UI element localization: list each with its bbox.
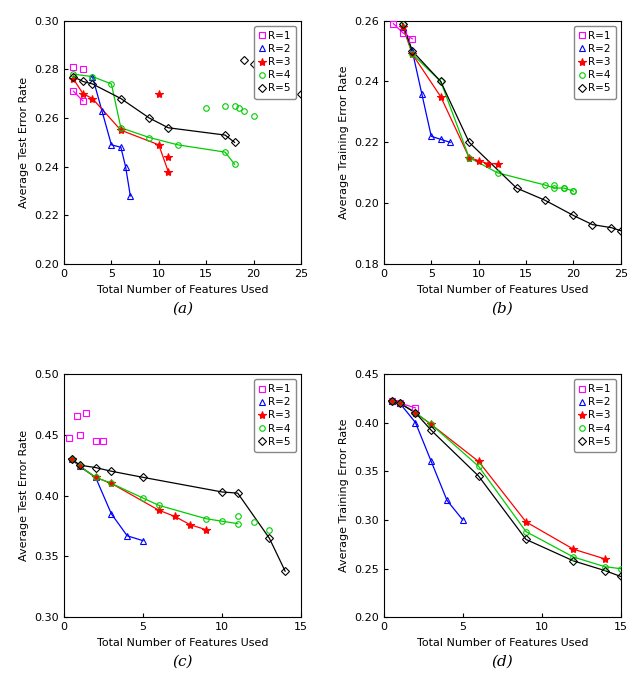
Text: (a): (a) — [172, 302, 193, 316]
Y-axis label: Average Test Error Rate: Average Test Error Rate — [19, 430, 29, 561]
Y-axis label: Average Training Error Rate: Average Training Error Rate — [339, 66, 349, 219]
Legend: R=1, R=2, R=3, R=4, R=5: R=1, R=2, R=3, R=4, R=5 — [574, 26, 616, 99]
X-axis label: Total Number of Features Used: Total Number of Features Used — [417, 285, 588, 294]
X-axis label: Total Number of Features Used: Total Number of Features Used — [97, 285, 268, 294]
X-axis label: Total Number of Features Used: Total Number of Features Used — [417, 638, 588, 648]
Text: (d): (d) — [492, 655, 513, 669]
X-axis label: Total Number of Features Used: Total Number of Features Used — [97, 638, 268, 648]
Y-axis label: Average Training Error Rate: Average Training Error Rate — [339, 419, 349, 572]
Legend: R=1, R=2, R=3, R=4, R=5: R=1, R=2, R=3, R=4, R=5 — [574, 379, 616, 452]
Legend: R=1, R=2, R=3, R=4, R=5: R=1, R=2, R=3, R=4, R=5 — [255, 379, 296, 452]
Text: (c): (c) — [172, 655, 193, 669]
Y-axis label: Average Test Error Rate: Average Test Error Rate — [19, 77, 29, 208]
Text: (b): (b) — [492, 302, 513, 316]
Legend: R=1, R=2, R=3, R=4, R=5: R=1, R=2, R=3, R=4, R=5 — [255, 26, 296, 99]
